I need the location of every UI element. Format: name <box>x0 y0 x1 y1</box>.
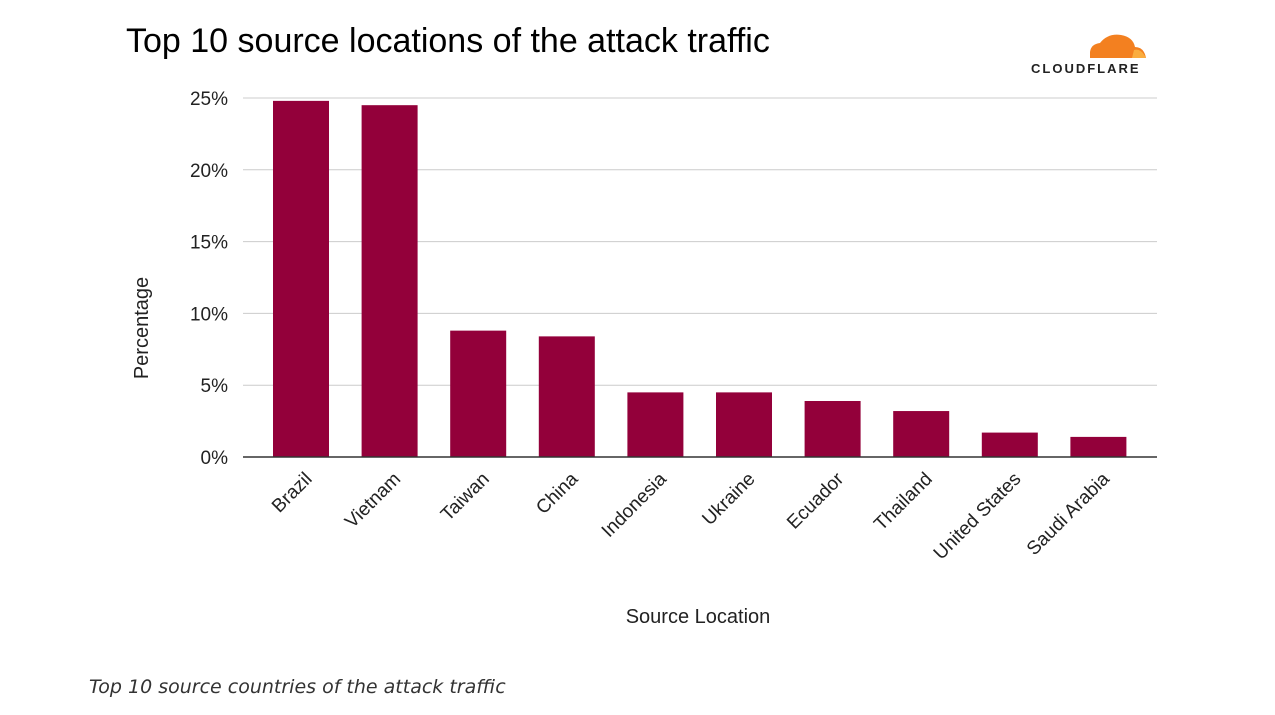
x-tick-label: China <box>532 468 582 518</box>
bar-indonesia <box>627 392 684 457</box>
x-tick-label: Thailand <box>870 469 936 535</box>
x-tick-label: Ecuador <box>783 468 848 533</box>
bar-thailand <box>893 411 950 457</box>
y-tick-label: 0% <box>201 448 229 469</box>
brand-name: CLOUDFLARE <box>1031 61 1141 76</box>
x-tick-label: United States <box>930 469 1026 565</box>
cloud-icon <box>1090 34 1146 58</box>
y-tick-label: 10% <box>190 304 228 325</box>
x-tick-label: Indonesia <box>598 468 671 541</box>
y-tick-label: 20% <box>190 161 228 182</box>
bar-united-states <box>981 432 1038 457</box>
bar-chart: Top 10 source locations of the attack tr… <box>126 22 1157 628</box>
bar-brazil <box>273 100 329 457</box>
y-tick-label: 25% <box>190 89 228 110</box>
cloudflare-logo: CLOUDFLARE <box>1031 34 1146 76</box>
y-tick-label: 5% <box>201 376 229 397</box>
x-tick-label: Vietnam <box>341 469 405 533</box>
figure-caption: Top 10 source countries of the attack tr… <box>89 676 506 698</box>
x-tick-labels: Brazil Vietnam Taiwan China Indonesia Ukraine… <box>268 468 1114 564</box>
bar-taiwan <box>450 330 507 457</box>
x-axis-title: Source Location <box>626 606 771 628</box>
bar-china <box>538 336 595 457</box>
y-tick-label: 15% <box>190 233 228 254</box>
chart-title: Top 10 source locations of the attack tr… <box>126 22 770 60</box>
y-tick-labels: 0% 5% 10% 15% 20% 25% <box>190 89 228 469</box>
bar-ukraine <box>716 392 772 457</box>
bar-vietnam <box>361 105 418 458</box>
x-tick-label: Taiwan <box>437 469 494 526</box>
x-tick-label: Brazil <box>268 469 316 517</box>
bar-saudi-arabia <box>1070 436 1127 457</box>
y-axis-title: Percentage <box>131 277 153 379</box>
bars <box>273 100 1127 458</box>
x-tick-label: Ukraine <box>698 469 759 530</box>
bar-ecuador <box>804 400 861 457</box>
x-tick-label: Saudi Arabia <box>1023 468 1114 559</box>
